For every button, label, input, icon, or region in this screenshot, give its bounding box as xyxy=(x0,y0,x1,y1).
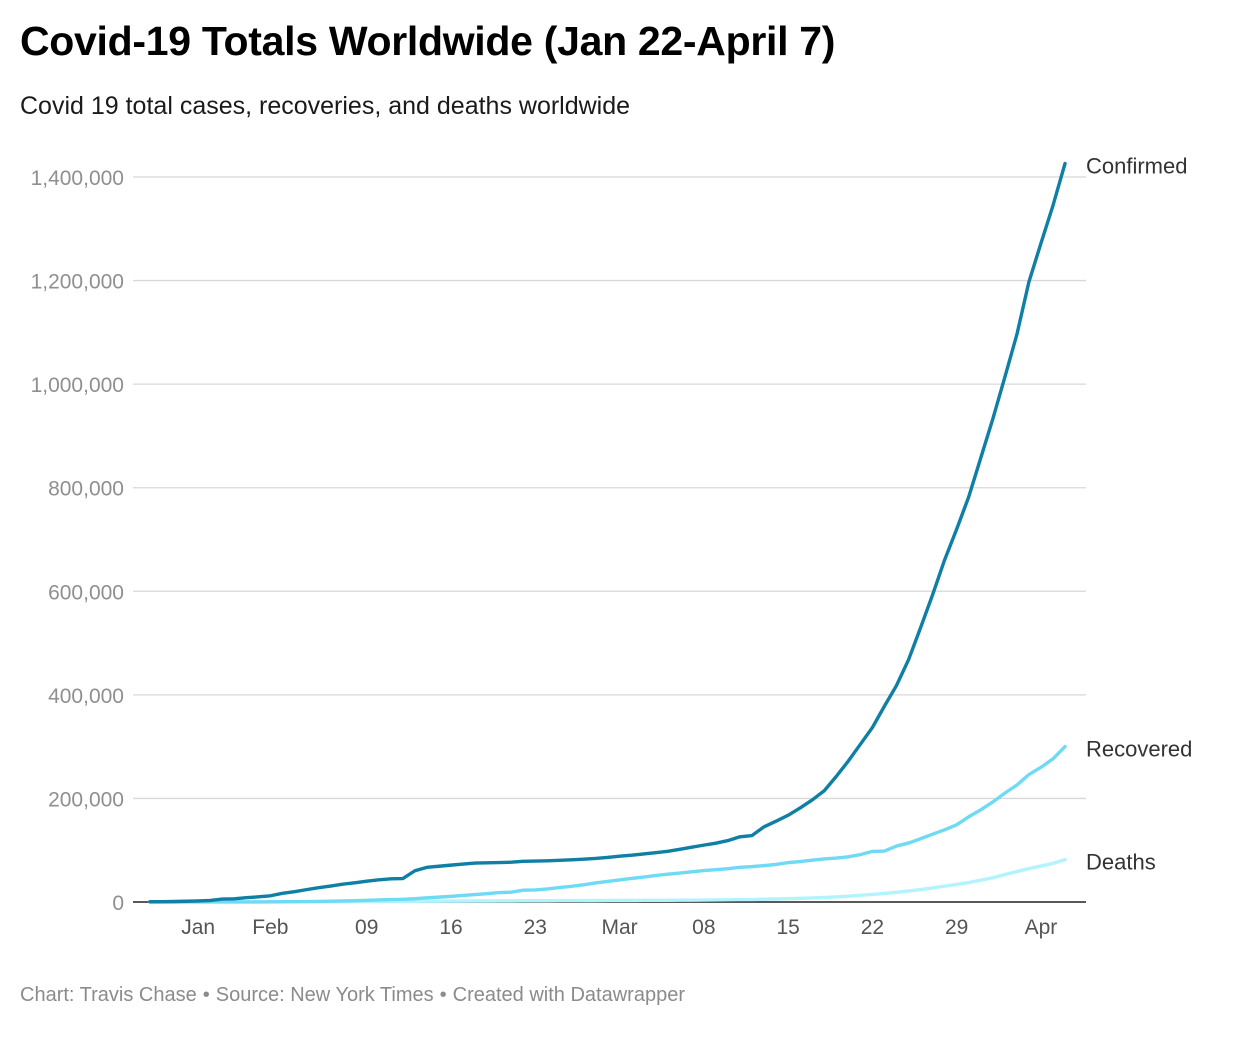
x-tick-label: Apr xyxy=(1025,916,1058,939)
x-tick-label: 23 xyxy=(524,916,547,939)
x-tick-label: 22 xyxy=(861,916,884,939)
series-lines xyxy=(148,161,1067,904)
chart-credit: Chart: Travis Chase xyxy=(20,984,197,1006)
series-label-recovered: Recovered xyxy=(1086,737,1192,762)
x-axis-labels: Jan Feb 09 16 23 Mar 08 15 22 29 Apr xyxy=(181,916,1057,939)
source-credit: Source: New York Times xyxy=(215,984,434,1006)
chart-title: Covid-19 Totals Worldwide (Jan 22-April … xyxy=(20,18,836,64)
series-label-confirmed: Confirmed xyxy=(1086,153,1187,178)
x-tick-label: Mar xyxy=(601,916,637,939)
x-tick-label: 09 xyxy=(355,916,378,939)
series-line-recovered xyxy=(148,744,1067,904)
y-tick-label: 600,000 xyxy=(48,581,124,604)
chart-footer: Chart: Travis Chase • Source: New York Tim… xyxy=(20,984,685,1007)
y-tick-label: 800,000 xyxy=(48,478,124,501)
y-tick-label: 1,400,000 xyxy=(31,167,124,190)
datawrapper-credit: Created with Datawrapper xyxy=(452,984,685,1006)
y-axis-labels: 0 200,000 400,000 600,000 800,000 1,000,000 1,… xyxy=(31,167,124,915)
series-labels: Confirmed Recovered Deaths xyxy=(1086,153,1192,874)
y-tick-label: 200,000 xyxy=(48,788,124,811)
y-tick-label: 0 xyxy=(112,892,124,915)
series-line-confirmed xyxy=(148,161,1067,904)
y-tick-label: 400,000 xyxy=(48,685,124,708)
x-tick-label: 16 xyxy=(439,916,462,939)
x-tick-label: 08 xyxy=(692,916,715,939)
y-tick-label: 1,200,000 xyxy=(31,271,124,294)
x-tick-label: 15 xyxy=(776,916,799,939)
footer-separator: • xyxy=(439,984,447,1006)
series-label-deaths: Deaths xyxy=(1086,850,1156,875)
x-tick-label: Feb xyxy=(252,916,288,939)
chart-subtitle: Covid 19 total cases, recoveries, and de… xyxy=(20,92,631,120)
x-tick-label: Jan xyxy=(181,916,215,939)
footer-separator: • xyxy=(202,984,210,1006)
gridlines xyxy=(133,176,1086,903)
x-tick-label: 29 xyxy=(945,916,968,939)
y-tick-label: 1,000,000 xyxy=(31,374,124,397)
